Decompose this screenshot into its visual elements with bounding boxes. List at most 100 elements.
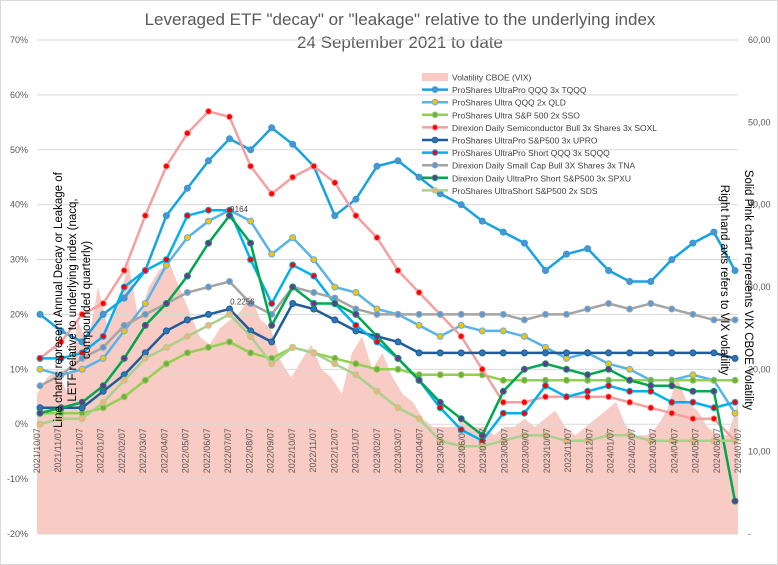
series-point — [626, 365, 634, 373]
series-point — [731, 267, 739, 274]
series-point — [436, 437, 444, 445]
x-tick-label: 2023/10/07 — [542, 428, 552, 473]
series-point — [268, 321, 276, 329]
series-point — [183, 272, 191, 280]
series-point — [99, 332, 107, 340]
series-point — [36, 365, 44, 373]
series-point — [499, 310, 507, 318]
annotation-label: 0.2256 — [230, 297, 255, 306]
x-tick-label: 2022/05/07 — [181, 428, 191, 473]
legend-label: ProShares UltraShort S&P500 2x SDS — [452, 186, 598, 196]
series-point — [331, 300, 339, 307]
legend-marker — [431, 136, 439, 144]
series-point — [710, 376, 718, 384]
series-point — [520, 332, 528, 340]
series-point — [289, 261, 297, 269]
series-point — [120, 354, 128, 362]
series-point — [689, 310, 697, 318]
chart-subtitle: 24 September 2021 to date — [297, 33, 503, 52]
x-tick-label: 2023/09/07 — [521, 428, 531, 473]
series-point — [731, 316, 739, 324]
left-y-axis-ticks: -20% -10% 0% 10% 20% 30% 40% 50% 60% 70% — [7, 35, 28, 539]
x-tick-label: 2022/03/07 — [138, 428, 148, 473]
series-point — [710, 415, 718, 423]
y-tick-label: 70% — [10, 35, 28, 45]
series-point — [120, 283, 128, 291]
series-point — [563, 365, 570, 373]
series-point — [499, 327, 507, 335]
series-point — [162, 300, 170, 307]
series-point — [99, 354, 107, 362]
series-point — [205, 321, 212, 329]
series-point — [162, 360, 170, 368]
series-point — [99, 398, 107, 406]
series-point — [731, 376, 739, 384]
series-point — [78, 310, 86, 318]
series-point — [415, 349, 423, 357]
series-point — [499, 437, 507, 445]
legend-marker — [431, 187, 439, 194]
series-point — [689, 415, 697, 423]
x-tick-label: 2022/06/07 — [202, 428, 212, 473]
series-point — [331, 316, 339, 324]
legend-item-4: ProShares UltraPro S&P500 3x UPRO — [422, 136, 598, 146]
series-point — [183, 129, 191, 137]
x-tick-label: 2022/12/07 — [329, 428, 339, 473]
series-point — [57, 404, 65, 412]
x-tick-label: 2022/01/07 — [96, 428, 106, 473]
x-tick-label: 2022/11/07 — [308, 428, 318, 472]
series-point — [563, 376, 570, 384]
y-tick-label: -20% — [7, 529, 28, 539]
series-point — [478, 365, 486, 373]
series-point — [626, 431, 634, 439]
series-0 — [36, 124, 739, 346]
series-point — [647, 404, 655, 412]
series-point — [478, 217, 486, 225]
series-point — [499, 376, 507, 384]
legend-marker — [431, 174, 439, 182]
series-point — [36, 354, 44, 362]
series-point — [205, 239, 212, 247]
right-axis-title: Solid Pink chart represents VIX CBOE Vol… — [718, 170, 754, 411]
legend-marker — [431, 86, 439, 93]
series-point — [520, 376, 528, 384]
series-line — [39, 312, 735, 448]
series-point — [478, 327, 486, 335]
x-axis-ticks: 2021/10/07 2021/11/07 2021/12/07 2022/01/07… — [32, 428, 743, 473]
series-5 — [36, 206, 739, 445]
series-point — [668, 437, 676, 445]
series-point — [120, 294, 128, 302]
series-point — [626, 398, 634, 406]
series-point — [731, 409, 739, 417]
series-point — [205, 107, 212, 115]
legend-item-5: ProShares UltraPro Short QQQ 3x SQQQ — [422, 148, 610, 158]
x-tick-label: 2023/05/07 — [436, 428, 446, 473]
series-point — [141, 267, 149, 274]
series-point — [205, 157, 212, 165]
series-point — [584, 437, 592, 445]
series-point — [120, 376, 128, 384]
legend-label: Direxion Daily Semiconductor Bull 3x Sha… — [452, 123, 657, 133]
series-point — [584, 387, 592, 395]
right-y-tick-label: 40,00 — [748, 200, 771, 210]
series-point — [605, 300, 613, 307]
right-y-axis-ticks: - 10,00 20,00 30,00 40,00 50,00 60,00 — [748, 35, 771, 539]
series-point — [78, 365, 86, 373]
series-point — [226, 212, 233, 220]
x-tick-label: 2022/02/07 — [117, 428, 127, 473]
series-point — [331, 283, 339, 291]
series-point — [626, 278, 634, 285]
series-point — [373, 162, 381, 170]
series-point — [457, 310, 465, 318]
series-point — [289, 234, 297, 242]
legend-item-8: ProShares UltraShort S&P500 2x SDS — [422, 186, 598, 196]
series-4 — [36, 300, 739, 412]
series-point — [394, 267, 402, 274]
series-point — [584, 371, 592, 379]
series-point — [352, 310, 360, 318]
series-point — [36, 310, 44, 318]
series-line — [39, 126, 737, 344]
x-tick-label: 2023/12/07 — [584, 428, 594, 473]
series-point — [647, 349, 655, 357]
series-point — [436, 371, 444, 379]
